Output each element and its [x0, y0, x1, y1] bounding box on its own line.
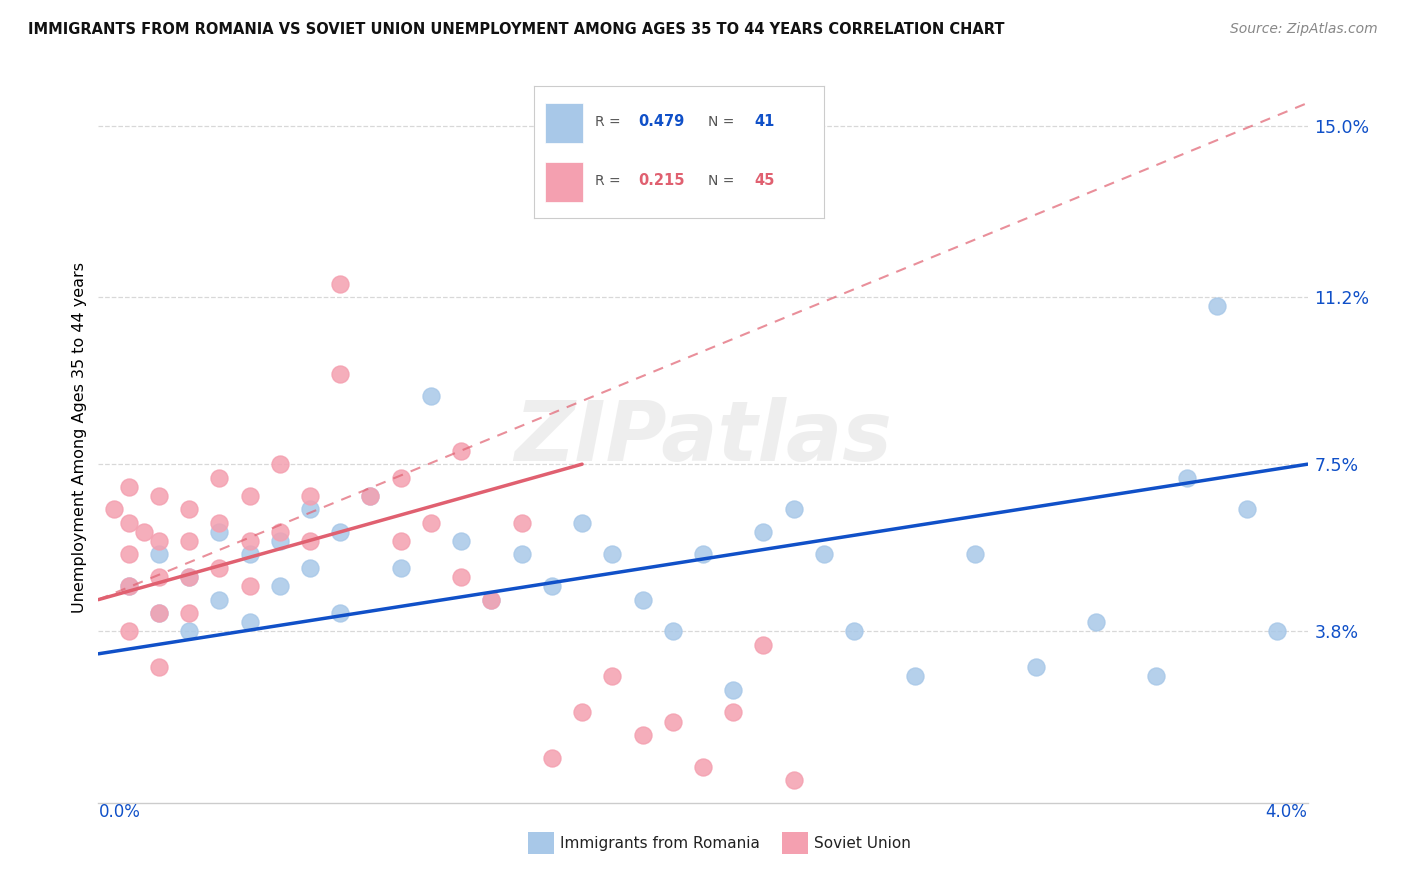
Point	[148, 548, 170, 562]
Point	[179, 533, 201, 548]
Point	[723, 682, 745, 697]
Point	[481, 592, 503, 607]
Point	[299, 561, 322, 575]
Point	[132, 524, 155, 539]
Text: Source: ZipAtlas.com: Source: ZipAtlas.com	[1230, 22, 1378, 37]
Point	[783, 773, 806, 788]
Point	[148, 533, 170, 548]
Point	[450, 443, 472, 458]
Point	[661, 624, 683, 639]
Point	[179, 570, 201, 584]
Point	[1146, 669, 1168, 683]
Point	[239, 533, 262, 548]
Point	[783, 502, 806, 516]
FancyBboxPatch shape	[782, 832, 808, 854]
Point	[450, 533, 472, 548]
Point	[1206, 299, 1229, 313]
Point	[602, 548, 624, 562]
Point	[269, 457, 291, 471]
Point	[179, 570, 201, 584]
Point	[118, 624, 141, 639]
Point	[752, 638, 775, 652]
Point	[208, 592, 231, 607]
Point	[148, 606, 170, 620]
Point	[904, 669, 927, 683]
Point	[118, 579, 141, 593]
Point	[752, 524, 775, 539]
Point	[148, 570, 170, 584]
Point	[269, 524, 291, 539]
Point	[420, 516, 443, 530]
Point	[329, 277, 352, 291]
Text: ZIPatlas: ZIPatlas	[515, 397, 891, 477]
Point	[208, 524, 231, 539]
Point	[299, 502, 322, 516]
Point	[360, 489, 382, 503]
Point	[510, 516, 533, 530]
Point	[208, 561, 231, 575]
Text: 0.0%: 0.0%	[98, 803, 141, 821]
Point	[239, 615, 262, 630]
Point	[329, 606, 352, 620]
Point	[571, 516, 593, 530]
Text: Soviet Union: Soviet Union	[814, 836, 911, 851]
Point	[631, 592, 654, 607]
Text: 4.0%: 4.0%	[1265, 803, 1308, 821]
Point	[844, 624, 866, 639]
Point	[1267, 624, 1289, 639]
Point	[329, 367, 352, 381]
Point	[481, 592, 503, 607]
Point	[118, 516, 141, 530]
Point	[360, 489, 382, 503]
Point	[540, 579, 562, 593]
Point	[965, 548, 987, 562]
Point	[510, 548, 533, 562]
Point	[389, 561, 412, 575]
Point	[661, 714, 683, 729]
Text: Immigrants from Romania: Immigrants from Romania	[561, 836, 761, 851]
Point	[450, 570, 472, 584]
Point	[118, 548, 141, 562]
Point	[179, 502, 201, 516]
Point	[602, 669, 624, 683]
Y-axis label: Unemployment Among Ages 35 to 44 years: Unemployment Among Ages 35 to 44 years	[72, 261, 87, 613]
FancyBboxPatch shape	[527, 832, 554, 854]
Point	[269, 533, 291, 548]
Point	[813, 548, 835, 562]
Point	[389, 533, 412, 548]
Point	[239, 489, 262, 503]
Point	[208, 471, 231, 485]
Point	[118, 579, 141, 593]
Point	[179, 624, 201, 639]
Point	[1085, 615, 1108, 630]
Point	[723, 706, 745, 720]
Point	[118, 480, 141, 494]
Point	[420, 389, 443, 403]
Point	[148, 606, 170, 620]
Point	[692, 760, 714, 774]
Point	[269, 579, 291, 593]
Point	[692, 548, 714, 562]
Point	[239, 579, 262, 593]
Point	[299, 489, 322, 503]
Point	[148, 660, 170, 674]
Point	[329, 524, 352, 539]
Text: IMMIGRANTS FROM ROMANIA VS SOVIET UNION UNEMPLOYMENT AMONG AGES 35 TO 44 YEARS C: IMMIGRANTS FROM ROMANIA VS SOVIET UNION …	[28, 22, 1005, 37]
Point	[389, 471, 412, 485]
Point	[239, 548, 262, 562]
Point	[179, 606, 201, 620]
Point	[540, 750, 562, 764]
Point	[571, 706, 593, 720]
Point	[208, 516, 231, 530]
Point	[1236, 502, 1258, 516]
Point	[631, 728, 654, 742]
Point	[1025, 660, 1047, 674]
Point	[148, 489, 170, 503]
Point	[103, 502, 125, 516]
Point	[1175, 471, 1198, 485]
Point	[299, 533, 322, 548]
